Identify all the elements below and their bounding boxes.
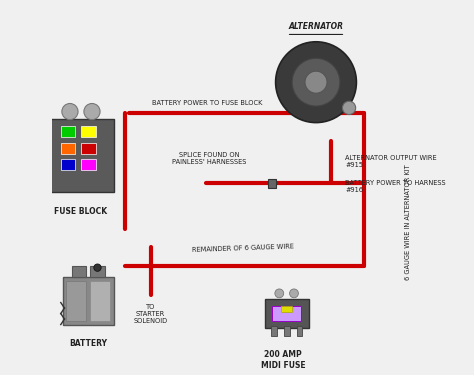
Circle shape [275,289,284,298]
Text: ALTERNATOR: ALTERNATOR [289,22,344,31]
Bar [297,326,302,336]
Text: 6 GAUGE WIRE IN ALTERNATOR KIT: 6 GAUGE WIRE IN ALTERNATOR KIT [405,164,411,280]
Text: 200 AMP
MIDI FUSE: 200 AMP MIDI FUSE [261,350,305,370]
Bar [61,143,75,154]
Bar [284,326,290,336]
Text: FUSE BLOCK: FUSE BLOCK [55,207,108,216]
Bar [81,159,96,170]
Circle shape [305,71,327,93]
Text: BATTERY POWER TO HARNESS
#916: BATTERY POWER TO HARNESS #916 [346,180,446,194]
Text: TO
STARTER
SOLENOID: TO STARTER SOLENOID [134,304,168,324]
Bar [90,280,110,321]
Bar [272,306,301,321]
Circle shape [62,104,78,120]
Circle shape [94,264,101,272]
Circle shape [275,42,356,123]
Text: BATTERY POWER TO FUSE BLOCK: BATTERY POWER TO FUSE BLOCK [153,100,263,106]
Text: REMAINDER OF 6 GAUGE WIRE: REMAINDER OF 6 GAUGE WIRE [191,243,293,253]
Text: BATTERY: BATTERY [69,339,107,348]
Circle shape [290,289,298,298]
Bar [48,119,114,192]
Bar [281,306,292,312]
Bar [61,126,75,137]
Bar [264,299,309,328]
Bar [63,277,114,325]
Bar [81,126,96,137]
Circle shape [84,104,100,120]
Bar [267,179,276,188]
Circle shape [292,58,340,106]
Bar [271,326,277,336]
Bar [81,143,96,154]
Bar [90,266,105,277]
Bar [66,280,86,321]
Text: ALTERNATOR OUTPUT WIRE
#915: ALTERNATOR OUTPUT WIRE #915 [346,154,437,168]
Circle shape [342,101,356,114]
Text: SPLICE FOUND ON
PAINLESS' HARNESSES: SPLICE FOUND ON PAINLESS' HARNESSES [173,152,246,165]
Bar [72,266,86,277]
Bar [61,159,75,170]
